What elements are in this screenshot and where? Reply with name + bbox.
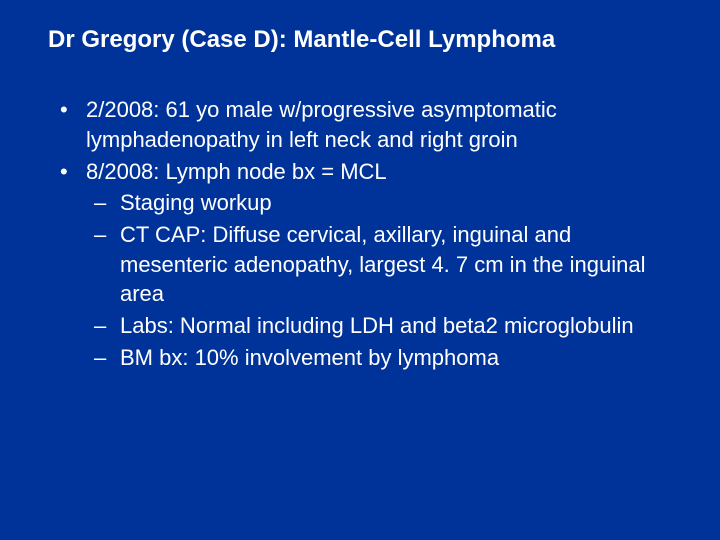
- list-item: Labs: Normal including LDH and beta2 mic…: [86, 311, 672, 341]
- sub-bullet-text: CT CAP: Diffuse cervical, axillary, ingu…: [120, 222, 645, 306]
- sub-bullet-text: BM bx: 10% involvement by lymphoma: [120, 345, 499, 370]
- sub-bullet-text: Labs: Normal including LDH and beta2 mic…: [120, 313, 634, 338]
- list-item: 2/2008: 61 yo male w/progressive asympto…: [54, 95, 672, 154]
- list-item: BM bx: 10% involvement by lymphoma: [86, 343, 672, 373]
- bullet-text: 8/2008: Lymph node bx = MCL: [86, 159, 387, 184]
- list-item: CT CAP: Diffuse cervical, axillary, ingu…: [86, 220, 672, 309]
- list-item: Staging workup: [86, 188, 672, 218]
- list-item: 8/2008: Lymph node bx = MCL Staging work…: [54, 157, 672, 373]
- slide-body: 2/2008: 61 yo male w/progressive asympto…: [48, 95, 672, 372]
- sub-bullet-text: Staging workup: [120, 190, 272, 215]
- bullet-list: 2/2008: 61 yo male w/progressive asympto…: [54, 95, 672, 372]
- bullet-text: 2/2008: 61 yo male w/progressive asympto…: [86, 97, 557, 152]
- slide-title: Dr Gregory (Case D): Mantle-Cell Lymphom…: [48, 24, 672, 55]
- sub-bullet-list: Staging workup CT CAP: Diffuse cervical,…: [86, 188, 672, 372]
